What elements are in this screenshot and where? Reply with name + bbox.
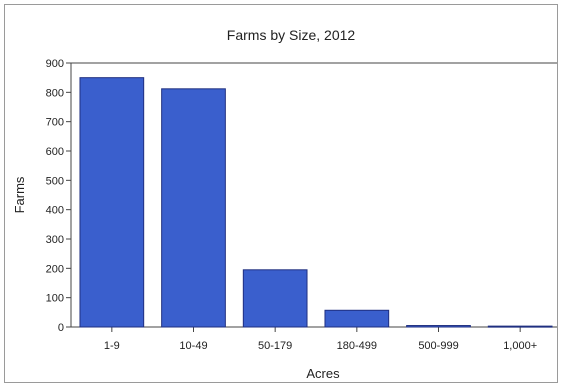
plot-area xyxy=(70,62,562,328)
x-tick-label: 500-999 xyxy=(418,340,458,352)
x-tick-label: 10-49 xyxy=(179,340,207,352)
y-axis-ticks: 0 100 200 300 400 500 600 700 800 900 xyxy=(46,58,71,334)
bar-1,000+ xyxy=(487,325,553,328)
bar-50-179 xyxy=(242,269,308,328)
y-tick-label: 100 xyxy=(46,293,64,305)
y-tick-label: 900 xyxy=(46,58,64,70)
y-tick-label: 0 xyxy=(58,322,64,334)
bar-1-9 xyxy=(79,77,145,328)
y-tick-label: 700 xyxy=(46,117,64,129)
y-tick-label: 400 xyxy=(46,205,64,217)
bars xyxy=(79,77,553,328)
y-tick-label: 200 xyxy=(46,263,64,275)
y-axis-label: Farms xyxy=(12,176,27,213)
bar-10-49 xyxy=(161,88,226,328)
y-tick-label: 300 xyxy=(46,234,64,246)
y-tick-label: 500 xyxy=(46,175,64,187)
chart-frame: Farms by Size, 2012 0 100 200 300 400 500 600 7… xyxy=(4,4,562,383)
x-tick-label: 1-9 xyxy=(104,340,120,352)
x-axis-tick-labels: 1-9 10-49 50-179 180-499 500-999 1,000+ xyxy=(104,327,537,352)
y-tick-label: 800 xyxy=(46,87,64,99)
bar-chart: Farms by Size, 2012 0 100 200 300 400 500 600 7… xyxy=(12,27,562,381)
x-tick-label: 1,000+ xyxy=(503,340,537,352)
x-axis-label: Acres xyxy=(306,366,340,381)
bar-500-999 xyxy=(406,325,471,328)
y-tick-label: 600 xyxy=(46,146,64,158)
x-tick-label: 50-179 xyxy=(258,340,292,352)
bar-180-499 xyxy=(324,309,390,328)
chart-title: Farms by Size, 2012 xyxy=(227,27,356,43)
x-tick-label: 180-499 xyxy=(337,340,377,352)
